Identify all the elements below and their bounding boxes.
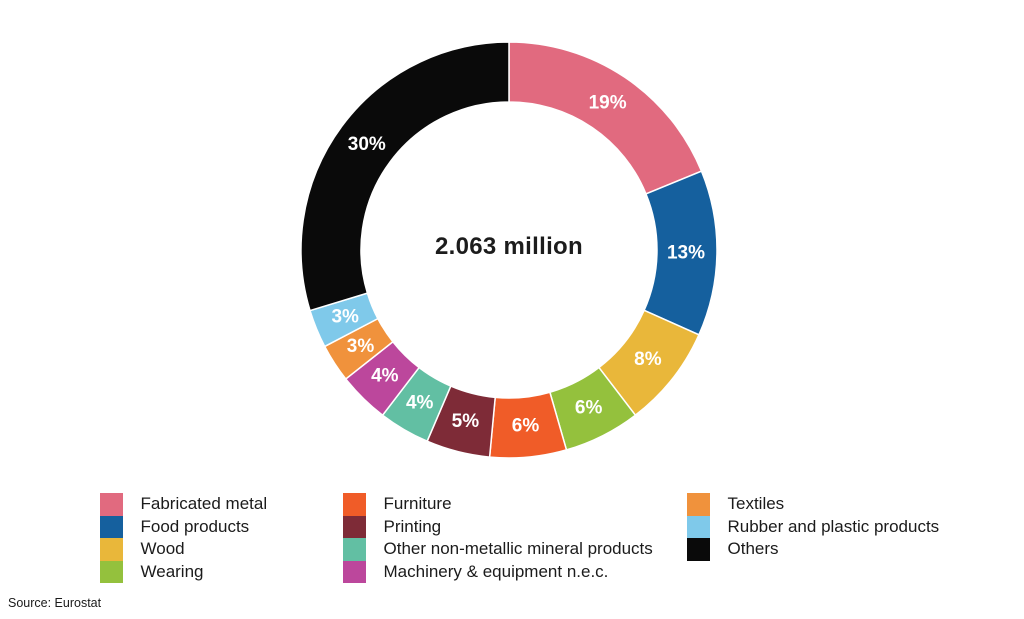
legend-label-rubber-and-plastic-products: Rubber and plastic products xyxy=(727,516,940,536)
segment-value-label-wood: 8% xyxy=(634,349,662,370)
segment-value-label-fabricated-metal: 19% xyxy=(589,93,627,114)
legend-item-furniture: Furniture xyxy=(343,493,653,516)
legend-swatch-rubber-and-plastic-products xyxy=(687,515,710,538)
legend-item-rubber-and-plastic-products: Rubber and plastic products xyxy=(687,515,940,538)
legend-label-food-products: Food products xyxy=(140,516,250,536)
donut-chart: 19% 13% 8% 6% 6% 5% 4% 4% 3% 3% 30% xyxy=(300,41,718,459)
segment-value-label-others: 30% xyxy=(348,134,386,155)
legend-column-3: Textiles Rubber and plastic products Other… xyxy=(687,493,939,561)
legend-item-food-products: Food products xyxy=(100,515,267,538)
segment-value-label-other-non-metallic-mineral-products: 4% xyxy=(406,392,434,413)
legend-item-fabricated-metal: Fabricated metal xyxy=(100,493,267,516)
legend-swatch-food-products xyxy=(100,515,123,538)
legend-label-textiles: Textiles xyxy=(727,494,785,513)
legend-item-other-non-metallic-mineral-products: Other non-metallic mineral products xyxy=(343,538,653,561)
legend-label-wood: Wood xyxy=(140,539,185,558)
legend-swatch-other-non-metallic-mineral-products xyxy=(343,538,366,561)
legend-label-wearing: Wearing xyxy=(140,561,204,581)
legend-item-machinery-equipment-n-e-c: Machinery & equipment n.e.c. xyxy=(343,560,653,583)
donut-center-total: 2.063 million xyxy=(435,233,583,260)
legend-swatch-textiles xyxy=(687,493,710,516)
legend-swatch-others xyxy=(687,538,710,561)
legend-swatch-wearing xyxy=(100,560,123,583)
legend-label-other-non-metallic-mineral-products: Other non-metallic mineral products xyxy=(383,539,653,558)
segment-value-label-rubber-and-plastic-products: 3% xyxy=(331,307,359,328)
legend-label-furniture: Furniture xyxy=(383,494,452,513)
legend-label-fabricated-metal: Fabricated metal xyxy=(140,494,268,513)
segment-others xyxy=(300,41,510,312)
legend-item-textiles: Textiles xyxy=(687,493,939,516)
segment-value-label-printing: 5% xyxy=(452,411,480,432)
segment-value-label-textiles: 3% xyxy=(347,336,375,357)
legend-swatch-printing xyxy=(343,515,366,538)
legend-item-wood: Wood xyxy=(100,538,267,561)
legend-item-others: Others xyxy=(687,538,939,561)
segment-value-label-machinery-equipment-n-e-c: 4% xyxy=(371,366,399,387)
segment-value-label-wearing: 6% xyxy=(575,398,603,419)
legend-item-printing: Printing xyxy=(343,515,653,538)
segment-value-label-furniture: 6% xyxy=(512,416,540,437)
source-note: Source: Eurostat xyxy=(8,596,102,610)
segment-fabricated-metal xyxy=(508,41,703,195)
legend-label-others: Others xyxy=(727,539,779,558)
legend-swatch-furniture xyxy=(343,493,366,516)
legend-column-1: Fabricated metal Food products Wood Wearing xyxy=(100,493,267,583)
legend-swatch-machinery-equipment-n-e-c xyxy=(343,560,366,583)
legend-label-machinery-equipment-n-e-c: Machinery & equipment n.e.c. xyxy=(383,561,609,581)
legend-column-2: Furniture Printing Other non-metallic mine… xyxy=(343,493,653,583)
legend-swatch-wood xyxy=(100,538,123,561)
legend-swatch-fabricated-metal xyxy=(100,493,123,516)
legend-item-wearing: Wearing xyxy=(100,560,267,583)
segment-value-label-food-products: 13% xyxy=(667,242,705,263)
legend-label-printing: Printing xyxy=(383,516,442,536)
